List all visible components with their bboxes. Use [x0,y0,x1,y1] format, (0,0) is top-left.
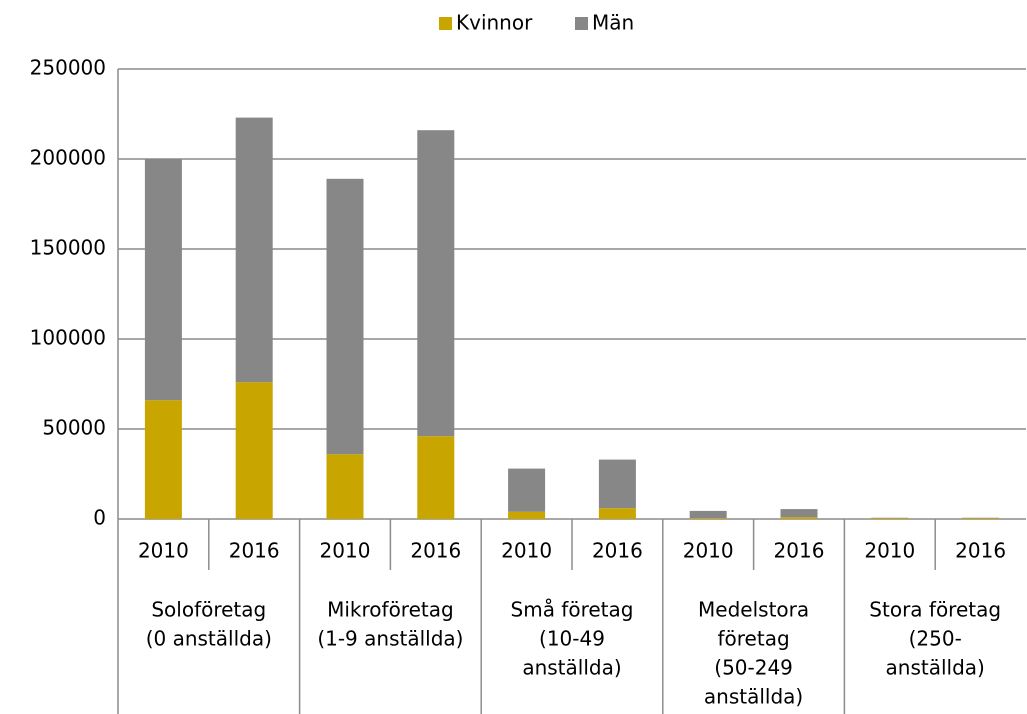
bar-segment [598,459,636,509]
bar-segment [508,511,546,519]
group-label: (10-49 [539,627,605,651]
y-tick-label: 150000 [30,236,106,260]
legend-swatch [575,17,588,30]
group-label: anställda) [886,656,985,680]
bar-segment [871,518,909,519]
y-tick-label: 0 [93,506,106,530]
x-tick-label: 2016 [592,539,643,563]
bar-segment [326,454,364,519]
group-label: företag [718,627,790,651]
group-label: (250- [909,627,962,651]
group-label: Små företag [511,598,634,622]
group-label: (0 anställda) [146,627,272,651]
legend-label: Män [592,11,634,35]
x-tick-label: 2010 [683,539,734,563]
x-tick-label: 2016 [955,539,1006,563]
group-label: (50-249 [714,656,793,680]
y-tick-label: 50000 [42,416,106,440]
bar-segment [689,518,727,519]
bar-segment [598,508,636,519]
bar-segment [417,130,455,437]
x-tick-label: 2016 [410,539,461,563]
bar-segment [144,400,182,519]
bar-segment [780,517,818,519]
x-tick-label: 2016 [229,539,280,563]
y-tick-label: 200000 [30,146,106,170]
x-tick-label: 2010 [320,539,371,563]
bar-segment [417,436,455,519]
x-tick-label: 2016 [774,539,825,563]
group-label: Soloföretag [151,598,266,622]
group-label: Mikroföretag [327,598,454,622]
group-label: (1-9 anställda) [317,627,463,651]
bar-segment [235,382,273,519]
x-tick-label: 2010 [864,539,915,563]
x-tick-label: 2010 [501,539,552,563]
group-label: anställda) [522,656,621,680]
y-tick-label: 100000 [30,326,106,350]
bar-segment [780,509,818,518]
bar-segment [689,510,727,519]
y-tick-label: 250000 [30,56,106,80]
legend-swatch [439,17,452,30]
bar-segment [326,178,364,455]
bar-segment [235,117,273,383]
group-label: Stora företag [869,598,1001,622]
bar-segment [962,518,1000,519]
group-label: anställda) [704,685,803,709]
legend-label: Kvinnor [456,11,533,35]
group-label: Medelstora [698,598,809,622]
bar-segment [144,159,182,401]
bar-segment [508,468,546,512]
x-tick-label: 2010 [138,539,189,563]
